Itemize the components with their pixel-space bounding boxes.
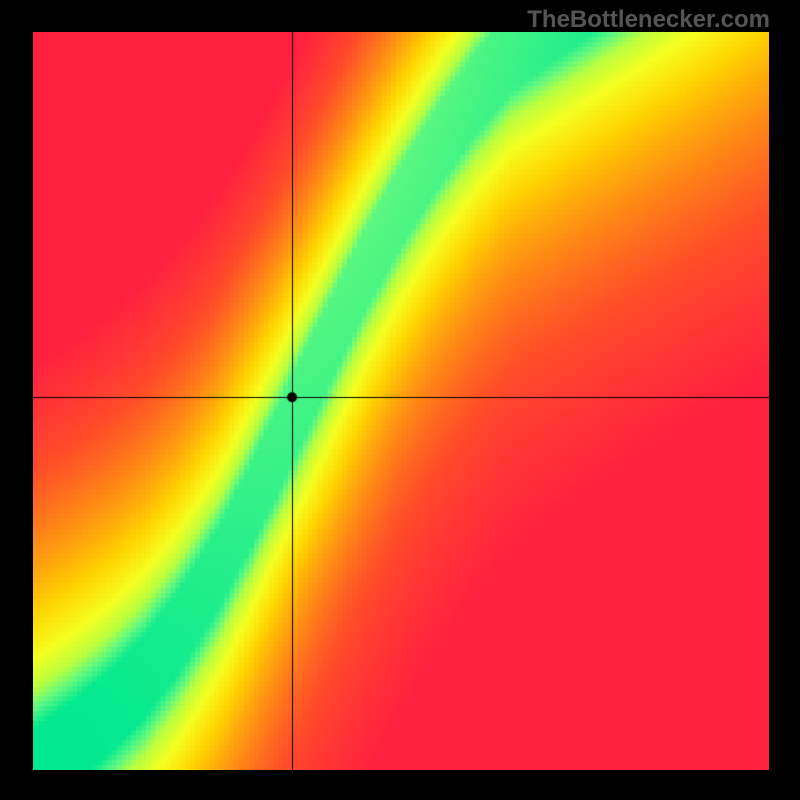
crosshair-overlay: [33, 32, 769, 770]
chart-container: TheBottlenecker.com: [0, 0, 800, 800]
watermark-text: TheBottlenecker.com: [527, 6, 770, 34]
